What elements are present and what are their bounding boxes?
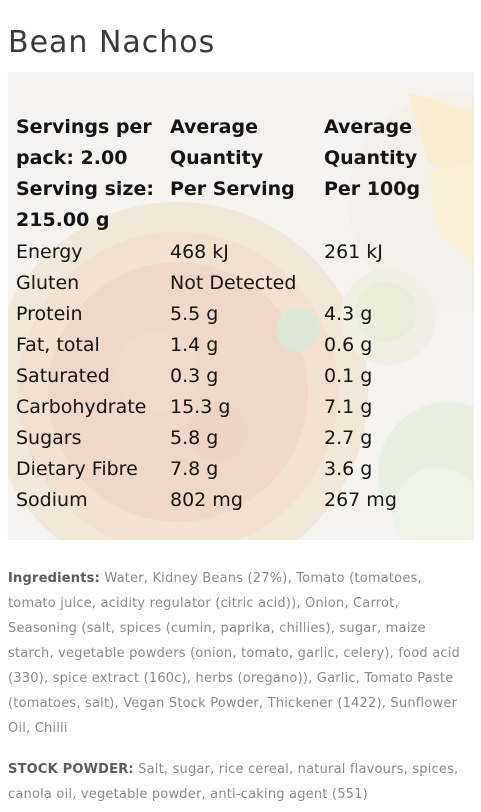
per-100g-value <box>324 267 464 298</box>
per-100g-value: 0.1 g <box>324 364 373 387</box>
per-serving-value: 5.8 g <box>170 426 219 449</box>
table-row: Dietary Fibre 7.8 g 3.6 g <box>16 453 464 484</box>
per-100g-header: Average Quantity Per 100g <box>324 116 421 200</box>
per-serving-value: 7.8 g <box>170 457 219 480</box>
table-row: Sodium 802 mg 267 mg <box>16 484 464 515</box>
table-row: Fat, total 1.4 g 0.6 g <box>16 329 464 360</box>
nutrient-name: Gluten <box>16 271 80 294</box>
nutrient-name: Saturated <box>16 364 110 387</box>
servings-header: Servings per pack: 2.00 Serving size: 21… <box>16 116 154 231</box>
ingredients-section: Ingredients: Water, Kidney Beans (27%), … <box>8 566 470 741</box>
table-row: Sugars 5.8 g 2.7 g <box>16 422 464 453</box>
table-row: Carbohydrate 15.3 g 7.1 g <box>16 391 464 422</box>
table-row: Protein 5.5 g 4.3 g <box>16 298 464 329</box>
per-100g-value: 7.1 g <box>324 395 373 418</box>
nutrient-name: Protein <box>16 302 83 325</box>
per-100g-value: 0.6 g <box>324 333 373 356</box>
ingredients-text: Water, Kidney Beans (27%), Tomato (tomat… <box>8 571 460 736</box>
nutrient-name: Dietary Fibre <box>16 457 138 480</box>
per-100g-value: 3.6 g <box>324 457 373 480</box>
nutrient-name: Fat, total <box>16 333 100 356</box>
nutrition-header-row: Servings per pack: 2.00 Serving size: 21… <box>16 112 464 236</box>
page-title: Bean Nachos <box>8 25 216 61</box>
per-serving-value: 15.3 g <box>170 395 231 418</box>
per-100g-value: 267 mg <box>324 488 397 511</box>
per-100g-value: 261 kJ <box>324 240 383 263</box>
per-100g-value: 2.7 g <box>324 426 373 449</box>
per-serving-value: 1.4 g <box>170 333 219 356</box>
per-serving-value: 5.5 g <box>170 302 219 325</box>
stock-powder-section: STOCK POWDER: Salt, sugar, rice cereal, … <box>8 757 470 807</box>
per-serving-value: 802 mg <box>170 488 243 511</box>
per-100g-value: 4.3 g <box>324 302 373 325</box>
nutrition-table: Servings per pack: 2.00 Serving size: 21… <box>16 112 464 515</box>
nutrient-name: Carbohydrate <box>16 395 147 418</box>
nutrient-name: Sugars <box>16 426 82 449</box>
stock-powder-label: STOCK POWDER: <box>8 762 134 777</box>
food-background-image <box>8 72 474 540</box>
per-serving-value: Not Detected <box>170 271 297 294</box>
per-serving-value: 0.3 g <box>170 364 219 387</box>
table-row: Gluten Not Detected <box>16 267 464 298</box>
table-row: Energy 468 kJ 261 kJ <box>16 236 464 267</box>
stock-powder-text: Salt, sugar, rice cereal, natural flavou… <box>8 762 459 802</box>
table-row: Saturated 0.3 g 0.1 g <box>16 360 464 391</box>
nutrient-name: Sodium <box>16 488 88 511</box>
per-serving-header: Average Quantity Per Serving <box>170 116 295 200</box>
per-serving-value: 468 kJ <box>170 240 229 263</box>
nutrient-name: Energy <box>16 240 83 263</box>
ingredients-label: Ingredients: <box>8 571 101 586</box>
nutrition-panel: Servings per pack: 2.00 Serving size: 21… <box>8 72 474 540</box>
